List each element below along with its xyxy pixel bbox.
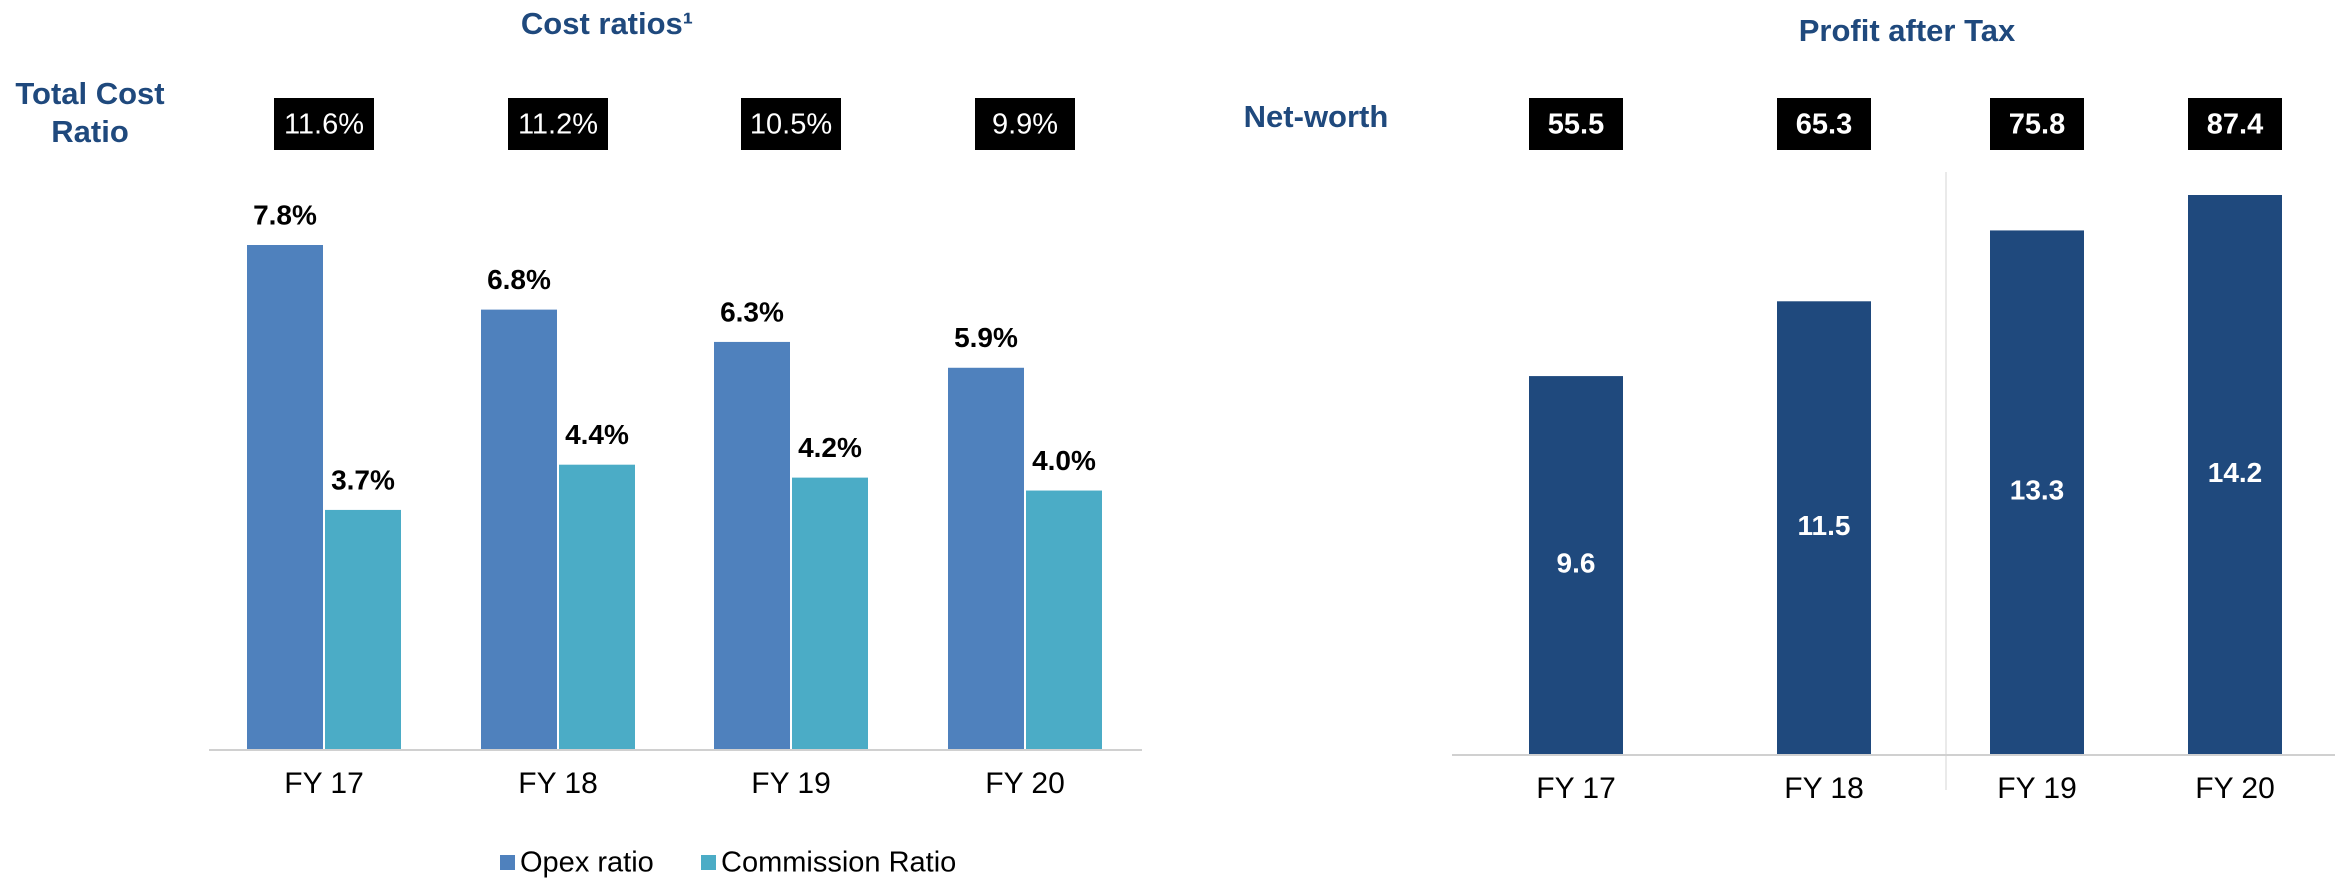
totals-label: Ratio xyxy=(51,114,129,149)
value-label: 6.3% xyxy=(720,296,784,327)
bar xyxy=(247,245,323,749)
value-label: 4.4% xyxy=(565,419,629,450)
total-box xyxy=(274,98,374,150)
x-tick-label: FY 20 xyxy=(985,767,1065,800)
chart-title: Cost ratios¹ xyxy=(521,6,693,41)
total-value: 55.5 xyxy=(1548,109,1604,141)
total-value: 10.5% xyxy=(750,109,832,141)
total-value: 87.4 xyxy=(2207,109,2263,141)
value-label: 9.6 xyxy=(1557,547,1596,578)
value-label: 11.5 xyxy=(1798,510,1851,541)
legend-swatch xyxy=(701,855,716,870)
legend-swatch xyxy=(500,855,515,870)
total-box xyxy=(1529,98,1623,150)
value-label: 5.9% xyxy=(954,322,1018,353)
chart-title: Profit after Tax xyxy=(1799,13,2016,48)
bar xyxy=(481,309,557,749)
x-tick-label: FY 18 xyxy=(518,767,598,800)
bar xyxy=(1990,230,2084,755)
x-tick-label: FY 20 xyxy=(2195,772,2275,805)
total-value: 11.2% xyxy=(518,109,598,141)
total-box xyxy=(1990,98,2084,150)
total-value: 11.6% xyxy=(284,109,364,141)
totals-label: Net-worth xyxy=(1244,99,1389,134)
value-label: 14.2 xyxy=(2208,457,2263,488)
total-box xyxy=(975,98,1075,150)
x-tick-label: FY 17 xyxy=(284,767,364,800)
total-box xyxy=(741,98,841,150)
value-label: 13.3 xyxy=(2010,475,2065,506)
x-tick-label: FY 19 xyxy=(751,767,831,800)
x-tick-label: FY 19 xyxy=(1997,772,2077,805)
totals-label: Total Cost xyxy=(15,76,164,111)
total-value: 65.3 xyxy=(1796,109,1852,141)
value-label: 4.0% xyxy=(1032,445,1096,476)
bar xyxy=(1026,490,1102,749)
bar xyxy=(1529,376,1623,754)
bar xyxy=(792,477,868,749)
value-label: 7.8% xyxy=(253,199,317,230)
total-box xyxy=(508,98,608,150)
bar xyxy=(559,464,635,749)
bar xyxy=(325,509,401,749)
bar xyxy=(714,341,790,749)
total-box xyxy=(1777,98,1871,150)
x-tick-label: FY 18 xyxy=(1784,772,1864,805)
legend-label: Opex ratio xyxy=(520,847,654,879)
value-label: 4.2% xyxy=(798,432,862,463)
value-label: 3.7% xyxy=(331,464,395,495)
bar xyxy=(948,367,1024,749)
legend-label: Commission Ratio xyxy=(721,847,956,879)
total-box xyxy=(2188,98,2282,150)
bar xyxy=(1777,301,1871,754)
x-tick-label: FY 17 xyxy=(1536,772,1616,805)
value-label: 6.8% xyxy=(487,264,551,295)
bar xyxy=(2188,195,2282,754)
total-value: 9.9% xyxy=(992,109,1058,141)
total-value: 75.8 xyxy=(2009,109,2065,141)
